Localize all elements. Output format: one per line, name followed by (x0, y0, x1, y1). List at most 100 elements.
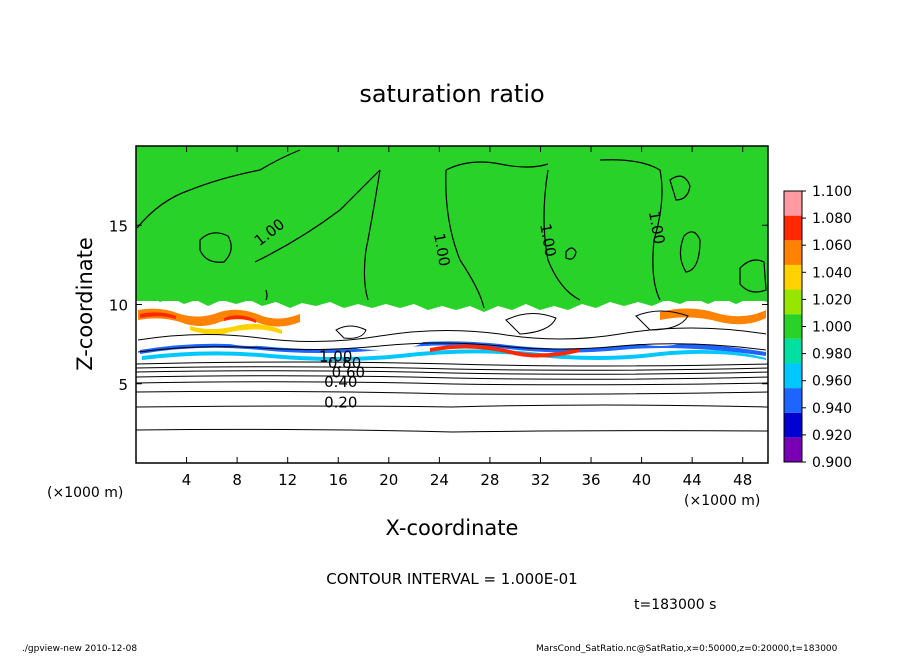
colorbar-label: 1.020 (812, 292, 852, 308)
colorbar-label: 0.980 (812, 347, 852, 363)
colorbar-swatch (784, 264, 802, 290)
x-tick-label: 44 (683, 471, 702, 489)
x-tick-label: 48 (733, 471, 752, 489)
contour-label: 1.00 (319, 348, 352, 366)
x-tick-label: 8 (232, 471, 242, 489)
supersaturation-band-right (660, 308, 766, 325)
contour-line (679, 231, 701, 273)
contour-lines-upper (136, 149, 767, 309)
contour-line (136, 149, 301, 229)
contour-label: 1.00 (430, 232, 454, 268)
contour-line (445, 161, 549, 171)
clear-pocket (626, 322, 694, 346)
colorbar-label: 0.920 (812, 428, 852, 444)
plot-area: 1.00 1.00 1.00 1.001.000.800.600.400.20 (135, 145, 769, 464)
contour-line (505, 313, 557, 335)
clear-pocket (336, 330, 424, 350)
colorbar-swatch (784, 412, 802, 438)
x-tick-label: 24 (430, 471, 449, 489)
x-tick-label: 12 (278, 471, 297, 489)
contour-line (565, 247, 577, 260)
contour-label: 0.60 (332, 363, 365, 381)
contour-line (135, 375, 769, 380)
contour-line (635, 310, 689, 331)
contour-line (135, 361, 769, 367)
colorbar-label: 1.000 (812, 320, 852, 336)
contour-lines-cloud (137, 310, 767, 353)
contour-line (135, 390, 769, 395)
colorbar-swatch (784, 289, 802, 315)
x-tick-label: 32 (531, 471, 550, 489)
colorbar-swatch (784, 314, 802, 339)
x-tick-label: 28 (480, 471, 499, 489)
contour-line (254, 169, 381, 263)
colorbar-swatch (784, 363, 802, 389)
colorbar-label: 1.080 (812, 211, 852, 227)
colorbar-label: 1.060 (812, 238, 852, 254)
x-tick-label: 40 (632, 471, 651, 489)
contour-line (135, 370, 769, 375)
contour-line (137, 327, 767, 343)
x-axis-ticks: 4 8 12 16 20 24 28 32 36 40 44 48 (182, 146, 752, 489)
contour-line (135, 428, 769, 433)
y-axis-title: Z-coordinate (73, 237, 97, 371)
supersaturation-band (138, 308, 300, 327)
supersaturation-band-red (140, 312, 256, 323)
contour-lines-lower (135, 361, 769, 433)
x-axis-title: X-coordinate (386, 516, 519, 540)
contour-line (199, 232, 232, 263)
colorbar-label: 0.900 (812, 455, 852, 471)
subsaturation-band-blue (140, 341, 766, 356)
y-tick-label: 15 (109, 217, 128, 235)
contour-line (335, 325, 367, 339)
contour-label: 1.00 (645, 210, 669, 246)
clear-pocket (220, 330, 280, 346)
saturated-region (136, 146, 768, 301)
contour-line (739, 259, 767, 293)
colorbar-label: 0.940 (812, 401, 852, 417)
footer-left-text: ./gpview-new 2010-12-08 (22, 644, 137, 654)
colorbar-swatch (784, 215, 802, 241)
footer-right-text: MarsCond_SatRatio.nc@SatRatio,x=0:50000,… (536, 644, 838, 654)
contour-line (135, 404, 769, 408)
x-unit-left: (×1000 m) (47, 485, 123, 501)
chart-title: saturation ratio (359, 80, 544, 108)
contour-line (265, 289, 268, 301)
colorbar-swatch (784, 338, 802, 364)
contour-line (599, 159, 663, 301)
colorbar-label: 1.040 (812, 265, 852, 281)
supersaturation-band-yellow (190, 323, 282, 335)
contour-line (543, 169, 581, 301)
contour-line (445, 169, 485, 309)
colorbar: 0.900 0.920 0.940 0.960 0.980 1.000 1.020 1.040… (783, 184, 852, 471)
dry-layer (136, 362, 768, 463)
contour-label: 0.20 (324, 394, 357, 412)
y-tick-label: 5 (118, 376, 128, 394)
contour-line (135, 381, 769, 386)
cloud-base-red (430, 344, 580, 358)
x-tick-label: 16 (329, 471, 348, 489)
colorbar-label: 0.960 (812, 374, 852, 390)
cloud-top-fringe (136, 296, 768, 312)
contour-label: 0.40 (324, 373, 357, 391)
y-axis-ticks: 5 10 15 (109, 217, 768, 394)
colorbar-label: 1.100 (812, 184, 852, 200)
contour-line (363, 169, 381, 301)
subsaturation-band-cyan (142, 349, 766, 361)
colorbar-swatch (784, 240, 802, 265)
contour-interval-text: CONTOUR INTERVAL = 1.000E-01 (326, 570, 577, 588)
y-tick-label: 10 (109, 297, 128, 315)
time-label: t=183000 s (634, 597, 716, 613)
contour-label: 0.80 (328, 354, 361, 372)
colorbar-swatch (784, 437, 802, 462)
contour-label: 1.00 (536, 222, 560, 258)
contour-line (669, 175, 691, 201)
colorbar-swatch (784, 191, 802, 216)
x-tick-label: 36 (581, 471, 600, 489)
colorbar-swatch (784, 388, 802, 413)
x-tick-label: 20 (379, 471, 398, 489)
x-unit-right: (×1000 m) (684, 493, 760, 509)
x-tick-label: 4 (182, 471, 192, 489)
contour-line (135, 366, 769, 371)
